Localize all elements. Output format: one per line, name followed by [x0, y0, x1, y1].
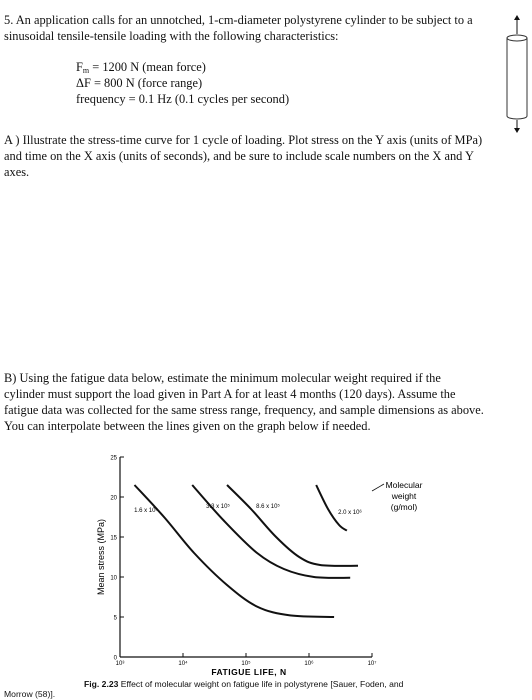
x-tick-label: 10³ — [116, 661, 125, 667]
part-b-line-1: B) Using the fatigue data below, estimat… — [4, 371, 441, 385]
mean-force-value: = 1200 N (mean force) — [89, 60, 206, 74]
part-a-line-3: axes. — [4, 165, 30, 179]
x-tick-label: 10⁶ — [304, 660, 314, 667]
caption-line-1: Effect of molecular weight on fatigue li… — [120, 679, 404, 689]
series-line-2 — [191, 484, 351, 579]
part-b-line-2: cylinder must support the load given in … — [4, 387, 456, 401]
mean-force-symbol: F — [76, 60, 83, 74]
y-tick-label: 20 — [110, 496, 117, 502]
frequency-line: frequency = 0.1 Hz (0.1 cycles per secon… — [76, 92, 290, 106]
part-a-line-1: A ) Illustrate the stress-time curve for… — [4, 133, 483, 147]
caption-label: Fig. 2.23 — [84, 679, 119, 689]
y-tick-label: 10 — [110, 576, 117, 582]
x-tick-label: 10⁴ — [178, 660, 188, 667]
x-tick-label: 10⁵ — [241, 660, 251, 667]
series-label-3: 8.6 x 10⁵ — [256, 503, 280, 510]
figure-caption: Fig. 2.23 Effect of molecular weight on … — [4, 679, 404, 699]
series-line-3 — [226, 484, 359, 567]
mean-force-line: Fm = 1200 N (mean force) — [76, 59, 206, 79]
legend-pointer — [371, 483, 385, 492]
caption-line-2: Morrow (58)]. — [4, 689, 56, 699]
y-axis-label: Mean stress (MPa) — [96, 519, 106, 595]
part-b-line-3: fatigue data was collected for the same … — [4, 403, 484, 417]
y-tick-label: 0 — [114, 656, 118, 662]
legend-title-line-1: Molecular — [386, 480, 423, 490]
chart-axes — [119, 457, 372, 658]
series-line-1 — [133, 484, 335, 618]
cylinder-sketch-icon — [506, 15, 528, 133]
problem-intro-line-2: sinusoidal tensile-tensile loading with … — [4, 29, 339, 43]
series-label-4: 2.0 x 10⁶ — [338, 509, 362, 516]
series-line-4 — [315, 484, 348, 532]
force-range-line: ΔF = 800 N (force range) — [76, 76, 203, 90]
x-tick-label: 10⁷ — [368, 660, 377, 667]
part-b-line-4: You can interpolate between the lines gi… — [4, 419, 371, 433]
legend-title-line-2: weight — [391, 491, 417, 501]
series-label-2: 3.3 x 10⁵ — [206, 503, 230, 510]
legend-title-line-3: (g/mol) — [391, 502, 418, 512]
y-tick-label: 5 — [114, 616, 118, 622]
series-label-1: 1.6 x 10⁵ — [134, 507, 158, 514]
problem-intro-line-1: 5. An application calls for an unnotched… — [4, 13, 473, 27]
x-axis-label: FATIGUE LIFE, N — [211, 667, 286, 677]
part-a-line-2: and time on the X axis (units of seconds… — [4, 149, 474, 163]
y-tick-label: 15 — [110, 536, 117, 542]
mean-force-subscript: m — [82, 66, 90, 75]
y-tick-label: 25 — [110, 456, 117, 462]
